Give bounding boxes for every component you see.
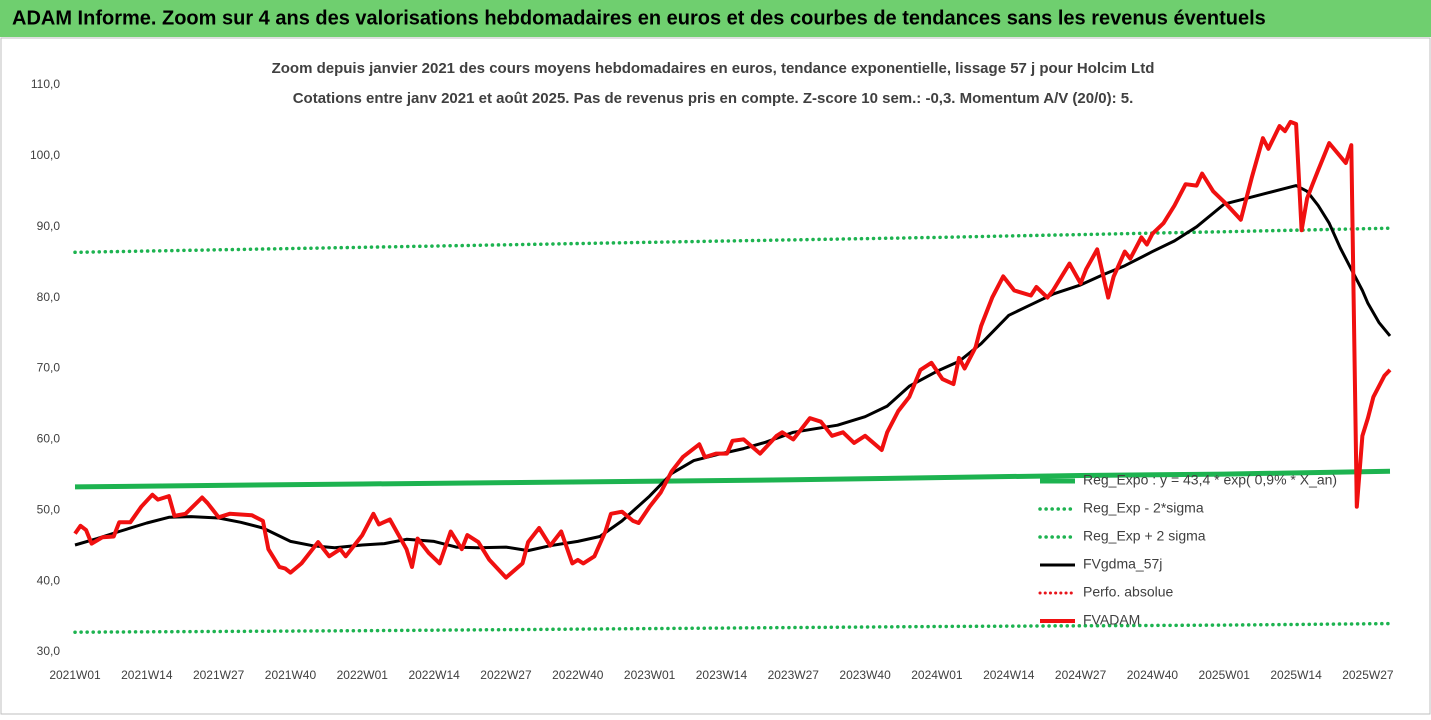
series-line bbox=[73, 226, 1392, 255]
subtitle: Cotations entre janv 2021 et août 2025. … bbox=[293, 90, 1134, 107]
x-tick-label: 2022W27 bbox=[480, 668, 532, 682]
legend-label: Reg_Exp + 2 sigma bbox=[1083, 528, 1206, 544]
x-tick-label: 2025W14 bbox=[1270, 668, 1322, 682]
x-tick-label: 2023W27 bbox=[768, 668, 820, 682]
x-tick-label: 2022W01 bbox=[337, 668, 389, 682]
x-tick-label: 2025W01 bbox=[1199, 668, 1251, 682]
subtitle: Zoom depuis janvier 2021 des cours moyen… bbox=[272, 60, 1155, 77]
y-tick-label: 80,0 bbox=[37, 290, 61, 304]
x-tick-label: 2024W27 bbox=[1055, 668, 1107, 682]
x-tick-label: 2021W01 bbox=[49, 668, 101, 682]
y-tick-label: 30,0 bbox=[37, 644, 61, 658]
y-tick-label: 50,0 bbox=[37, 502, 61, 516]
legend-label: Perfo. absolue bbox=[1083, 584, 1173, 600]
legend-label: FVADAM bbox=[1083, 612, 1140, 628]
x-tick-label: 2021W27 bbox=[193, 668, 245, 682]
plot-frame bbox=[0, 37, 1431, 715]
x-tick-label: 2024W01 bbox=[911, 668, 963, 682]
y-tick-label: 100,0 bbox=[30, 148, 60, 162]
x-tick-label: 2021W40 bbox=[265, 668, 317, 682]
x-tick-label: 2023W40 bbox=[839, 668, 891, 682]
x-tick-label: 2025W27 bbox=[1342, 668, 1394, 682]
header-bar bbox=[0, 0, 1431, 37]
x-tick-label: 2022W40 bbox=[552, 668, 604, 682]
series-line bbox=[74, 184, 1392, 553]
y-tick-label: 60,0 bbox=[37, 432, 61, 446]
x-tick-label: 2021W14 bbox=[121, 668, 173, 682]
chart-title: ADAM Informe. Zoom sur 4 ans des valoris… bbox=[12, 7, 1266, 29]
legend-label: FVgdma_57j bbox=[1083, 556, 1162, 572]
y-tick-label: 70,0 bbox=[37, 361, 61, 375]
y-tick-label: 40,0 bbox=[37, 573, 61, 587]
series-line bbox=[73, 119, 1392, 580]
y-tick-label: 110,0 bbox=[31, 77, 60, 91]
legend-label: Reg_Exp - 2*sigma bbox=[1083, 500, 1204, 516]
x-tick-label: 2023W14 bbox=[696, 668, 748, 682]
series-line bbox=[73, 621, 1392, 634]
series-line bbox=[74, 468, 1391, 490]
legend-label: Reg_Expo : y = 43,4 * exp( 0,9% * X_an) bbox=[1083, 472, 1337, 488]
x-tick-label: 2024W40 bbox=[1127, 668, 1179, 682]
y-tick-label: 90,0 bbox=[37, 219, 61, 233]
x-tick-label: 2024W14 bbox=[983, 668, 1035, 682]
x-tick-label: 2022W14 bbox=[408, 668, 460, 682]
x-tick-label: 2023W01 bbox=[624, 668, 676, 682]
